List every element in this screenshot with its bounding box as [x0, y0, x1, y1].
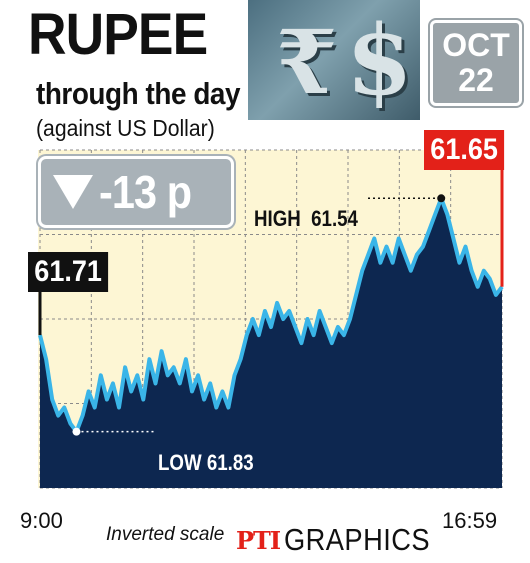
inverted-scale-note: Inverted scale — [106, 524, 225, 545]
rate-line — [38, 196, 504, 434]
currency-pair-note: (against US Dollar) — [36, 115, 215, 141]
currency-symbols-photo: ₹ $ — [248, 0, 420, 120]
opening-rate-label: 61.71 — [28, 252, 109, 292]
date-badge: OCT 22 — [430, 20, 522, 106]
chart-title: RUPEE — [28, 2, 208, 67]
low-marker — [72, 427, 81, 436]
high-marker — [437, 194, 446, 203]
daily-change-value: -13 p — [99, 166, 192, 218]
low-annotation: LOW 61.83 — [158, 450, 254, 476]
x-axis-start-label: 9:00 — [20, 508, 63, 533]
high-label-text: HIGH — [254, 206, 301, 231]
high-label-value: 61.54 — [311, 206, 358, 231]
dollar-symbol-icon: $ — [346, 4, 413, 117]
date-day: 22 — [458, 62, 494, 98]
low-label-text: LOW — [158, 450, 202, 475]
low-label-value: 61.83 — [206, 450, 254, 475]
source-credit: PTI GRAPHICS — [236, 522, 450, 558]
down-arrow-icon — [53, 175, 93, 209]
chart-subtitle: through the day — [36, 76, 241, 111]
pti-logo: PTI — [236, 525, 281, 555]
high-annotation: HIGH 61.54 — [254, 206, 358, 232]
closing-rate-label: 61.65 — [424, 130, 505, 170]
date-month: OCT — [442, 27, 510, 63]
rupee-symbol-icon: ₹ — [276, 10, 338, 114]
x-axis-end-label: 16:59 — [442, 508, 498, 533]
daily-change-badge: -13 p — [38, 156, 234, 228]
rate-area — [40, 198, 502, 489]
graphics-credit-text: GRAPHICS — [284, 522, 431, 557]
